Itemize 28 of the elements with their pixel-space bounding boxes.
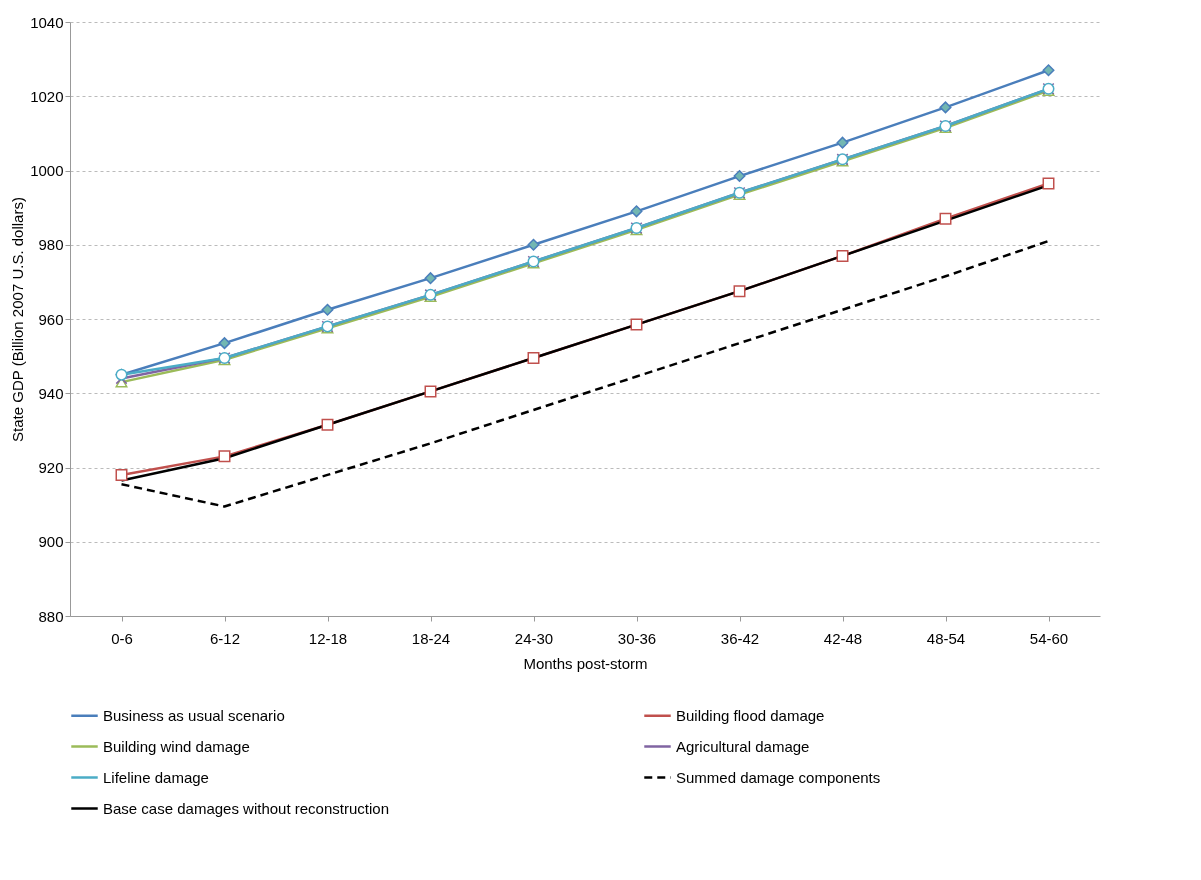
x-tick-label: 48-54 [926, 629, 966, 647]
legend-label: Building flood damage [676, 706, 825, 724]
x-tick-label: 12-18 [308, 629, 348, 647]
x-tick-label: 42-48 [823, 629, 863, 647]
x-tick-label: 0-6 [111, 629, 133, 647]
x-tick-label: 30-36 [617, 629, 657, 647]
x-tick-label: 54-60 [1029, 629, 1069, 647]
legend-label: Base case damages without reconstruction [103, 799, 389, 817]
x-tick-label: 18-24 [411, 629, 451, 647]
legend-label: Lifeline damage [103, 768, 209, 786]
x-tick-label: 24-30 [514, 629, 554, 647]
x-tick-label: 6-12 [209, 629, 241, 647]
legend-label: Building wind damage [103, 737, 250, 755]
y-tick-label: 1040 [30, 13, 64, 31]
legend-label: Agricultural damage [676, 737, 810, 755]
x-axis-title: Months post-storm [523, 654, 648, 672]
y-tick-label: 920 [38, 459, 64, 476]
y-tick-label: 1020 [30, 87, 64, 105]
y-tick-label: 1000 [30, 162, 64, 179]
y-tick-label: 960 [38, 310, 64, 328]
legend-label: Business as usual scenario [103, 706, 285, 724]
y-tick-label: 900 [38, 533, 64, 551]
y-tick-label: 980 [38, 236, 64, 254]
x-tick-label: 36-42 [720, 629, 760, 647]
legend-label: Summed damage components [676, 768, 881, 786]
y-axis-title: State GDP (Billion 2007 U.S. dollars) [9, 197, 27, 442]
y-tick-label: 940 [38, 384, 64, 402]
y-tick-label: 880 [38, 607, 64, 625]
